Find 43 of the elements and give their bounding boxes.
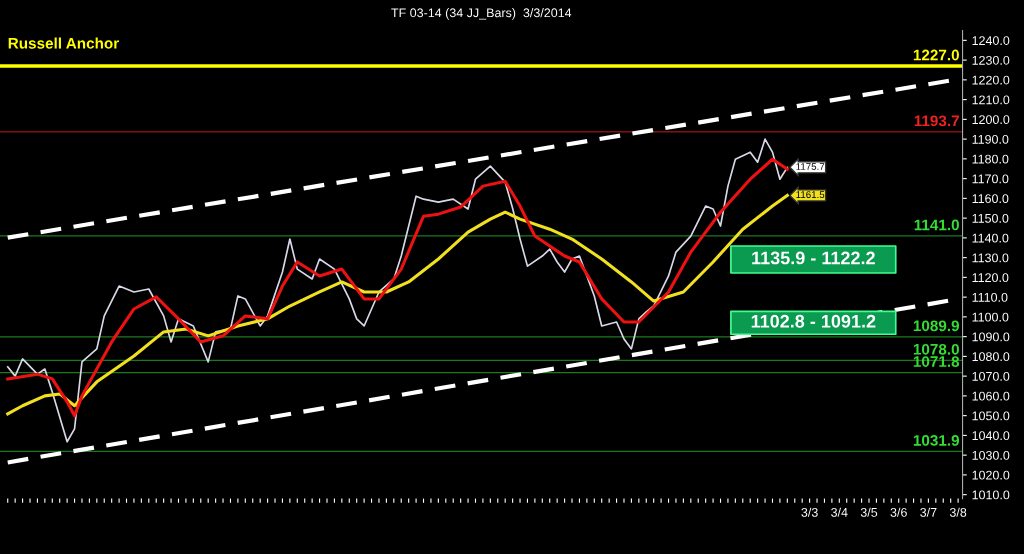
y-tick-label: 1150.0 xyxy=(972,213,1009,223)
y-tick-label: 1180.0 xyxy=(972,154,1009,164)
y-tick-label: 1130.0 xyxy=(972,253,1009,263)
y-tick-label: 1010.0 xyxy=(972,490,1010,500)
y-tick-label: 1110.0 xyxy=(972,292,1008,302)
x-tick-label: 3/7 xyxy=(920,507,937,517)
y-tick-label: 1080.0 xyxy=(972,352,1010,362)
y-tick-label: 1100.0 xyxy=(972,312,1009,322)
x-tick-label: 3/8 xyxy=(949,507,967,517)
y-tick-label: 1090.0 xyxy=(972,332,1010,342)
y-tick-label: 1140.0 xyxy=(972,233,1009,243)
x-tick-label: 3/3 xyxy=(801,507,818,517)
data-label: 1175.7 xyxy=(796,163,825,170)
y-tick-label: 1200.0 xyxy=(972,115,1010,125)
data-label: 1161.5 xyxy=(796,191,825,199)
chart-title: TF 03-14 (34 JJ_Bars) 3/3/2014 xyxy=(391,8,572,20)
y-tick-label: 1170.0 xyxy=(972,174,1009,184)
y-tick-label: 1240.0 xyxy=(972,36,1010,45)
band-label: 1135.9 - 1122.2 xyxy=(752,251,875,265)
y-tick-label: 1210.0 xyxy=(972,95,1010,105)
ref-line-label: 1078.0 xyxy=(913,343,959,355)
ref-line-label: 1227.0 xyxy=(913,49,959,61)
y-tick-label: 1070.0 xyxy=(972,371,1010,381)
x-tick-label: 3/4 xyxy=(831,507,848,517)
band-label: 1102.8 - 1091.2 xyxy=(751,314,876,328)
y-tick-label: 1060.0 xyxy=(972,391,1010,401)
annotation: Russell Anchor xyxy=(8,37,119,49)
ref-line-label: 1031.9 xyxy=(913,434,960,446)
ref-line-label: 1141.0 xyxy=(914,219,959,231)
y-tick-label: 1120.0 xyxy=(972,273,1009,283)
y-tick-label: 1050.0 xyxy=(972,411,1010,421)
y-tick-label: 1230.0 xyxy=(972,55,1010,65)
ref-line-label: 1193.7 xyxy=(914,115,959,127)
y-tick-label: 1190.0 xyxy=(972,134,1009,144)
y-tick-label: 1020.0 xyxy=(972,470,1010,480)
ref-line-label: 1071.8 xyxy=(913,356,960,367)
y-tick-label: 1220.0 xyxy=(972,75,1010,85)
y-tick-label: 1030.0 xyxy=(972,450,1010,460)
ref-line-label: 1089.9 xyxy=(913,320,960,332)
x-tick-label: 3/5 xyxy=(860,507,878,517)
x-tick-label: 3/6 xyxy=(890,507,907,517)
y-tick-label: 1040.0 xyxy=(972,431,1010,441)
y-tick-label: 1160.0 xyxy=(972,194,1009,204)
